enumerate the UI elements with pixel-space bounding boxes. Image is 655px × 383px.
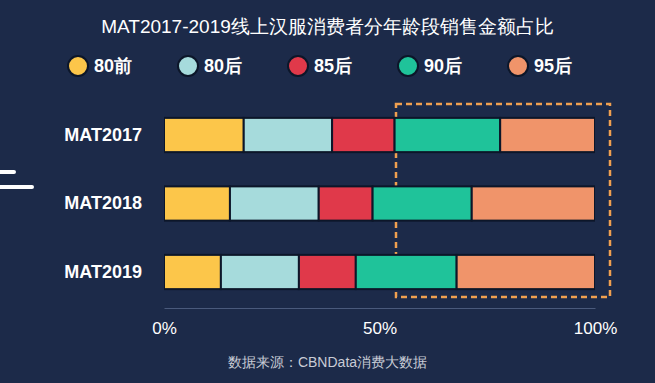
bar xyxy=(395,118,501,152)
category-label: MAT2019 xyxy=(64,262,142,282)
legend-label: 95后 xyxy=(534,56,572,76)
tick-label: 100% xyxy=(574,319,617,338)
category-label: MAT2017 xyxy=(64,125,142,145)
bar xyxy=(319,186,373,220)
legend-swatch xyxy=(288,56,308,76)
axis-line xyxy=(165,308,596,309)
tick-label: 0% xyxy=(152,319,177,338)
legend-item: 80前 xyxy=(68,56,132,76)
title: MAT2017-2019线上汉服消费者分年龄段销售金额占比 xyxy=(101,16,554,37)
legend-item: 85后 xyxy=(288,56,352,76)
tick-label: 50% xyxy=(363,319,397,338)
series xyxy=(457,118,595,289)
bar xyxy=(164,255,221,289)
bar xyxy=(164,186,230,220)
legend-item: 80后 xyxy=(178,56,242,76)
background xyxy=(0,0,655,383)
y-axis: MAT2017 MAT2018 MAT2019 xyxy=(64,101,164,307)
bar xyxy=(472,186,595,220)
legend-label: 90后 xyxy=(424,56,462,76)
bar xyxy=(457,255,595,289)
bar xyxy=(356,255,457,289)
source: 数据来源：CBNData消费大数据 xyxy=(228,354,427,370)
bar xyxy=(221,255,299,289)
tick: 50% xyxy=(363,308,397,338)
tick: 100% xyxy=(574,308,617,338)
legend: 80前 80后 85后 90后 95后 xyxy=(68,56,572,76)
bar xyxy=(373,186,472,220)
tick: 0% xyxy=(152,308,177,338)
tick: MAT2018 xyxy=(64,193,164,213)
category-label: MAT2018 xyxy=(64,193,142,213)
legend-swatch xyxy=(178,56,198,76)
legend-swatch xyxy=(68,56,88,76)
bar xyxy=(244,118,332,152)
bar xyxy=(332,118,394,152)
axis-line xyxy=(164,101,165,307)
bar xyxy=(299,255,356,289)
legend-label: 85后 xyxy=(314,56,352,76)
legend-swatch xyxy=(508,56,528,76)
legend-label: 80后 xyxy=(204,56,242,76)
bar xyxy=(500,118,595,152)
legend-swatch xyxy=(398,56,418,76)
bar xyxy=(230,186,319,220)
chart: MAT2017-2019线上汉服消费者分年龄段销售金额占比 80前 80后 85后 90… xyxy=(0,0,655,383)
legend-item: 95后 xyxy=(508,56,572,76)
tick: MAT2019 xyxy=(64,262,164,282)
legend-label: 80前 xyxy=(94,56,132,76)
decoration xyxy=(0,172,32,187)
legend-item: 90后 xyxy=(398,56,462,76)
tick: MAT2017 xyxy=(64,125,164,145)
bar xyxy=(164,118,244,152)
x-axis: 0% 50% 100% xyxy=(152,308,617,338)
bars xyxy=(164,118,595,289)
